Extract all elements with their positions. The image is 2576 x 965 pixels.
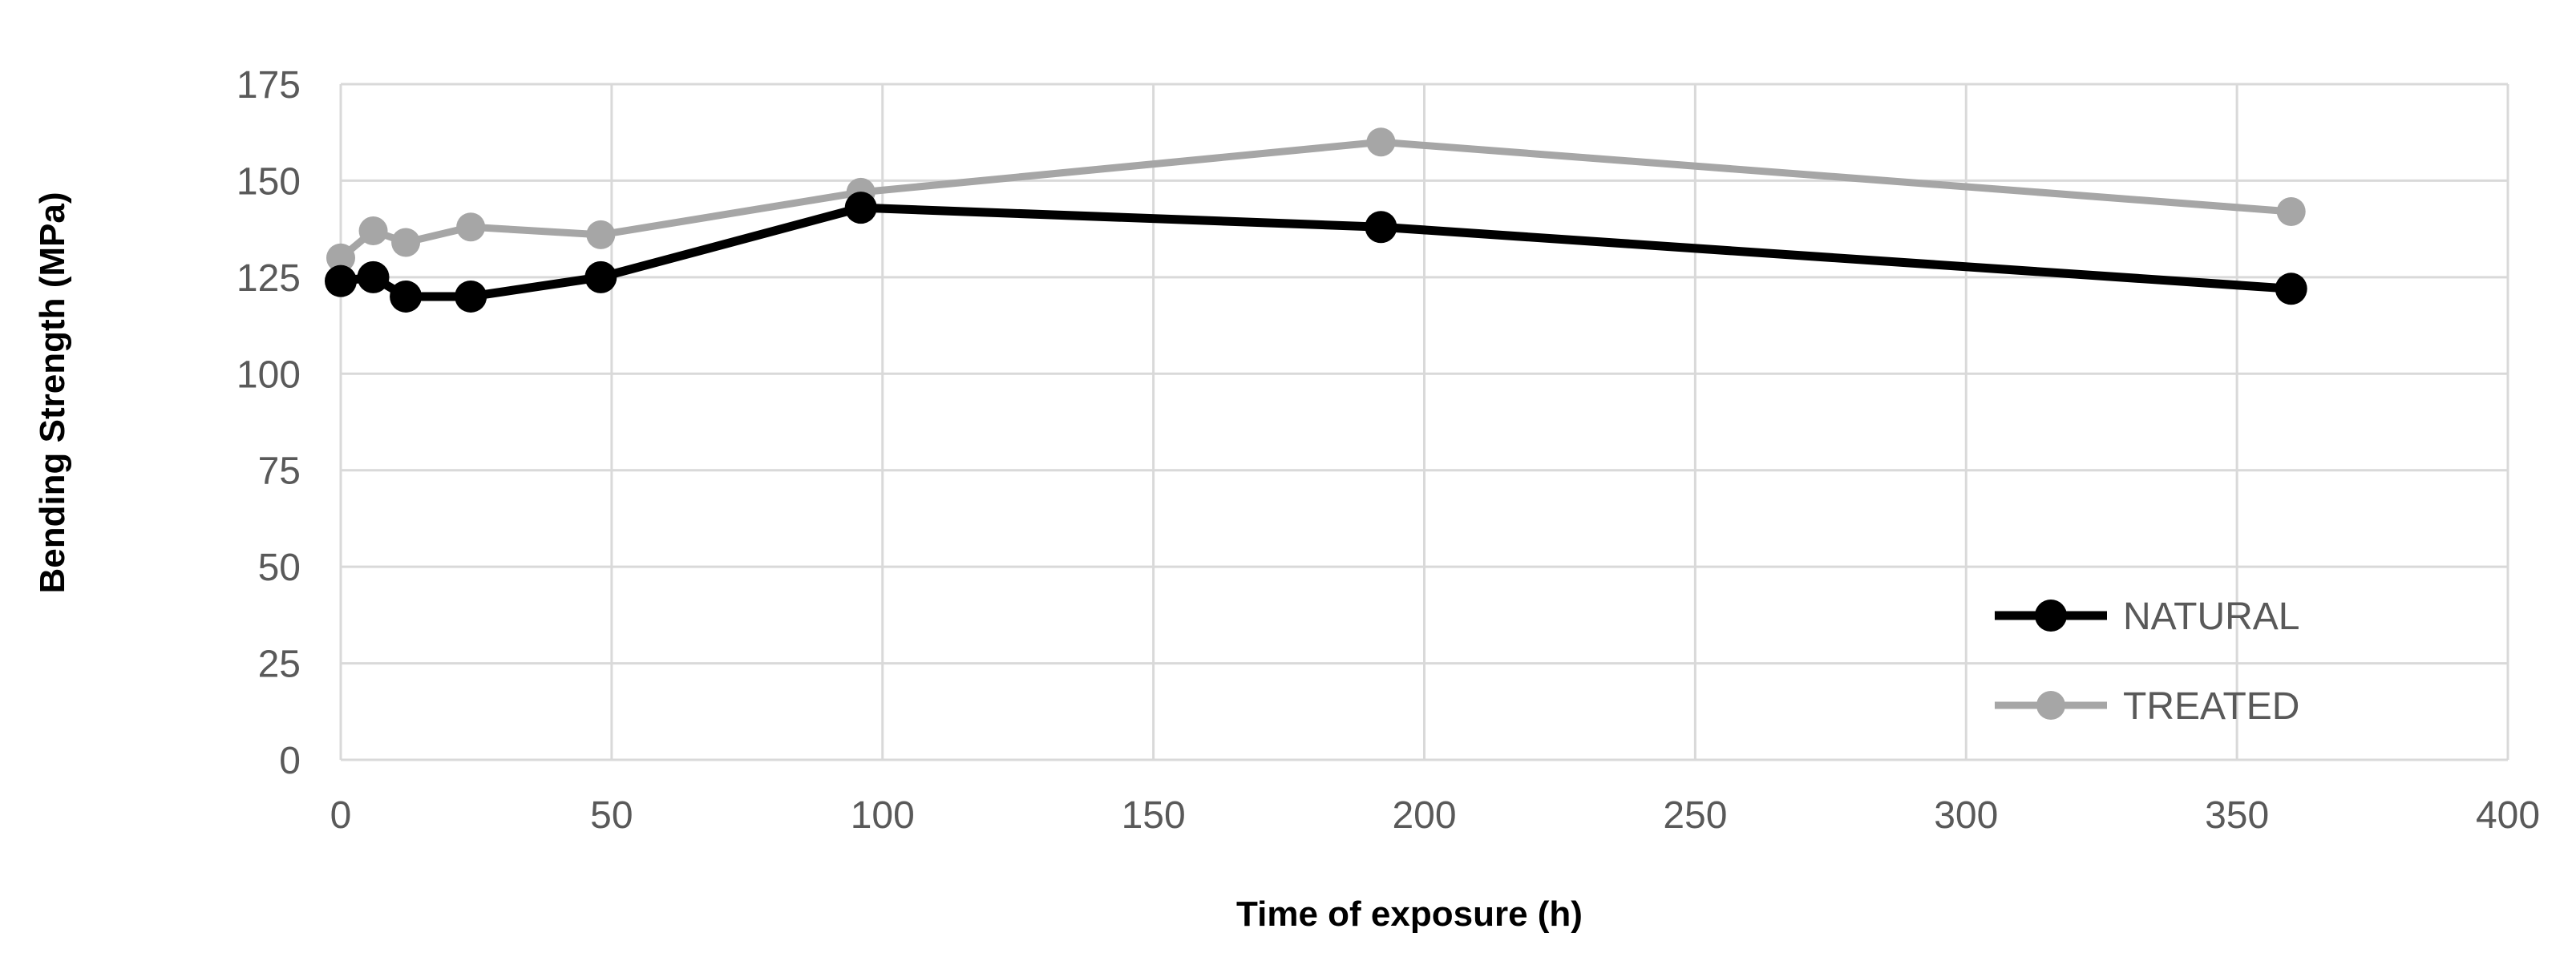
- legend-label: TREATED: [2123, 685, 2299, 728]
- gridlines: [339, 83, 2509, 761]
- x-tick-label: 400: [2476, 794, 2540, 837]
- x-tick-label: 200: [1392, 794, 1456, 837]
- y-axis-title: Bending Strength (MPa): [33, 192, 72, 593]
- data-point-natural: [844, 192, 877, 224]
- data-point-natural: [584, 260, 617, 293]
- y-tick-label: 75: [258, 450, 301, 493]
- series-natural: [325, 192, 2307, 313]
- y-tick-label: 125: [237, 257, 301, 300]
- data-point-natural: [2275, 273, 2307, 305]
- y-tick-label: 175: [237, 64, 301, 107]
- x-tick-label: 150: [1122, 794, 1186, 837]
- data-point-treated: [326, 243, 355, 273]
- legend-item-treated: TREATED: [1995, 685, 2299, 728]
- data-point-treated: [391, 228, 421, 257]
- series-line-treated: [338, 138, 2292, 261]
- y-tick-label: 100: [237, 353, 301, 396]
- legend-label: NATURAL: [2123, 596, 2299, 638]
- x-tick-label: 0: [330, 794, 352, 837]
- data-point-treated: [456, 212, 486, 242]
- legend-swatch-marker: [2035, 600, 2067, 632]
- series-group: [325, 127, 2307, 313]
- data-point-treated: [358, 216, 388, 246]
- x-tick-label: 350: [2205, 794, 2269, 837]
- data-point-treated: [1366, 127, 1396, 157]
- data-point-treated: [586, 220, 616, 249]
- x-axis-title: Time of exposure (h): [1236, 894, 1583, 934]
- y-tick-label: 150: [237, 160, 301, 203]
- y-axis-ticks: 0 25 50 75 100 125 150 175: [237, 64, 301, 782]
- data-point-natural: [455, 280, 487, 313]
- x-tick-label: 50: [590, 794, 633, 837]
- y-tick-label: 0: [279, 740, 301, 782]
- y-tick-label: 25: [258, 644, 301, 686]
- data-point-natural: [390, 280, 423, 313]
- data-point-natural: [357, 260, 390, 293]
- data-point-natural: [325, 264, 357, 297]
- y-tick-label: 50: [258, 547, 301, 589]
- legend: NATURAL TREATED: [1995, 596, 2299, 728]
- x-axis-ticks: 0 50 100 150 200 250 300 350 400: [330, 794, 2540, 837]
- x-tick-label: 300: [1934, 794, 1998, 837]
- x-tick-label: 250: [1663, 794, 1727, 837]
- data-point-treated: [2276, 196, 2306, 226]
- legend-item-natural: NATURAL: [1995, 596, 2299, 638]
- x-tick-label: 100: [851, 794, 915, 837]
- series-line-natural: [340, 203, 2292, 301]
- series-treated: [326, 127, 2306, 273]
- legend-swatch-marker: [2036, 691, 2065, 720]
- data-point-natural: [1365, 211, 1397, 244]
